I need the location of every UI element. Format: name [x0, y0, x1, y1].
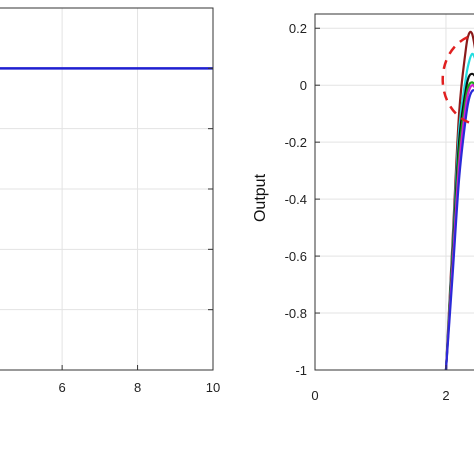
highlight-dashed-circle [441, 33, 474, 126]
left-x-tick-label: 8 [134, 380, 141, 395]
right-y-tick-label: -0.8 [285, 306, 307, 321]
right-series-group [444, 30, 474, 370]
right-series-line [444, 89, 474, 370]
right-annotations [441, 33, 474, 126]
right-y-tick-label: 0.2 [289, 21, 307, 36]
right-axes-frame [314, 13, 474, 371]
right-x-tick-label: 0 [311, 388, 318, 403]
left-x-tick-labels: 6 8 10 [59, 380, 221, 395]
right-tick-marks [314, 27, 447, 371]
right-y-tick-label: -1 [295, 363, 307, 378]
right-y-tick-labels: 0.2 0 -0.2 -0.4 -0.6 -0.8 -1 [285, 21, 307, 378]
right-y-axis-label: Output [252, 173, 269, 222]
right-y-tick-label: -0.4 [285, 192, 307, 207]
right-y-tick-label: 0 [300, 78, 307, 93]
right-y-tick-label: -0.6 [285, 249, 307, 264]
left-tick-marks [61, 7, 214, 370]
right-x-tick-label: 2 [442, 388, 449, 403]
right-y-tick-label: -0.2 [285, 135, 307, 150]
left-chart-panel: 6 8 10 [0, 7, 221, 395]
left-x-tick-label: 6 [59, 380, 66, 395]
left-x-tick-label: 10 [206, 380, 220, 395]
left-grid [0, 7, 213, 370]
